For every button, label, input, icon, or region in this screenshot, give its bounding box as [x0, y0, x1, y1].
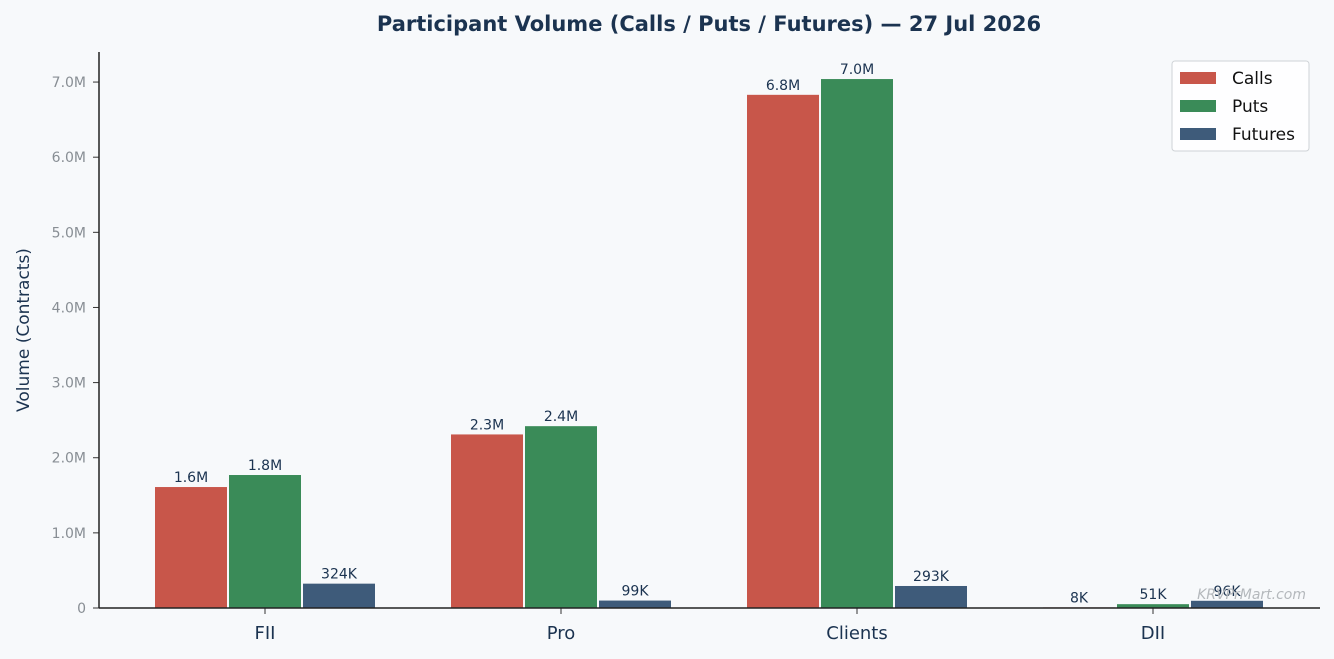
- bar-puts-fii: [229, 475, 301, 608]
- y-axis-label: Volume (Contracts): [14, 248, 34, 412]
- data-label-puts-fii: 1.8M: [248, 458, 282, 474]
- data-label-futures-fii: 324K: [321, 567, 358, 583]
- bar-calls-fii: [155, 487, 227, 608]
- data-label-calls-fii: 1.6M: [174, 470, 208, 486]
- x-tick-label: Clients: [826, 623, 888, 644]
- x-tick-label: Pro: [547, 623, 576, 644]
- y-tick-label: 5.0M: [52, 225, 86, 241]
- legend-label-puts: Puts: [1232, 97, 1268, 117]
- data-label-calls-dii: 8K: [1070, 590, 1089, 606]
- bar-futures-clients: [895, 585, 967, 608]
- data-label-futures-dii: 96K: [1214, 584, 1242, 600]
- x-tick-label: DII: [1141, 623, 1165, 644]
- x-tick-label: FII: [255, 623, 276, 644]
- bar-puts-clients: [821, 79, 893, 608]
- bar-futures-fii: [303, 583, 375, 608]
- y-tick-label: 3.0M: [52, 376, 86, 392]
- data-label-puts-dii: 51K: [1140, 587, 1168, 603]
- legend-label-futures: Futures: [1232, 125, 1295, 145]
- legend-swatch-puts: [1180, 100, 1216, 112]
- bar-puts-pro: [525, 426, 597, 608]
- bar-calls-clients: [747, 94, 819, 608]
- legend-label-calls: Calls: [1232, 69, 1273, 89]
- data-label-futures-clients: 293K: [913, 569, 950, 585]
- bar-puts-dii: [1117, 604, 1189, 608]
- y-tick-label: 4.0M: [52, 300, 86, 316]
- bar-calls-pro: [451, 434, 523, 608]
- y-tick-label: 1.0M: [52, 526, 86, 542]
- y-tick-label: 6.0M: [52, 150, 86, 166]
- data-label-futures-pro: 99K: [622, 584, 650, 600]
- data-label-puts-pro: 2.4M: [544, 409, 578, 425]
- chart-title: Participant Volume (Calls / Puts / Futur…: [377, 12, 1041, 36]
- bar-futures-dii: [1191, 600, 1263, 608]
- data-label-puts-clients: 7.0M: [840, 62, 874, 78]
- plot-area: 0 1.0M 2.0M 3.0M 4.0M 5.0M 6.0M 7.0M 1.6M 1.8M 324…: [52, 52, 1320, 644]
- y-tick-label: 7.0M: [52, 75, 86, 91]
- legend-swatch-futures: [1180, 128, 1216, 140]
- watermark: KRVPrMart.com: [1197, 587, 1306, 603]
- data-label-calls-clients: 6.8M: [766, 78, 800, 94]
- y-tick-label: 2.0M: [52, 451, 86, 467]
- bar-futures-pro: [599, 600, 671, 608]
- data-label-calls-pro: 2.3M: [470, 417, 504, 433]
- y-tick-label: 0: [77, 601, 86, 617]
- legend-swatch-calls: [1180, 72, 1216, 84]
